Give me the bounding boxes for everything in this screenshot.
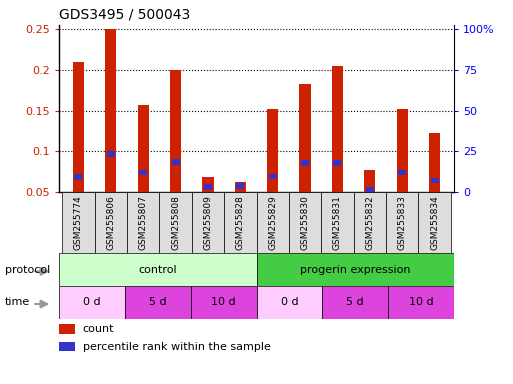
- Bar: [125, 286, 191, 319]
- Bar: [59, 342, 75, 351]
- Bar: [429, 133, 440, 192]
- Text: GDS3495 / 500043: GDS3495 / 500043: [59, 7, 190, 21]
- Text: GSM255808: GSM255808: [171, 195, 180, 250]
- Text: GSM255831: GSM255831: [333, 195, 342, 250]
- Bar: [107, 151, 115, 157]
- Text: 10 d: 10 d: [211, 297, 236, 308]
- FancyBboxPatch shape: [256, 192, 289, 253]
- Bar: [333, 160, 342, 166]
- FancyBboxPatch shape: [127, 192, 160, 253]
- Text: 10 d: 10 d: [409, 297, 433, 308]
- FancyBboxPatch shape: [94, 192, 127, 253]
- FancyBboxPatch shape: [224, 192, 256, 253]
- FancyBboxPatch shape: [321, 192, 353, 253]
- Bar: [388, 286, 454, 319]
- FancyBboxPatch shape: [192, 192, 224, 253]
- Text: percentile rank within the sample: percentile rank within the sample: [83, 341, 270, 352]
- Bar: [170, 70, 181, 192]
- Bar: [234, 182, 246, 192]
- FancyBboxPatch shape: [289, 192, 321, 253]
- Bar: [256, 253, 454, 286]
- Bar: [364, 170, 376, 192]
- Bar: [105, 29, 116, 192]
- Bar: [202, 177, 213, 192]
- Bar: [398, 170, 406, 175]
- Text: time: time: [5, 297, 30, 308]
- Text: progerin expression: progerin expression: [300, 265, 410, 275]
- Text: 0 d: 0 d: [83, 297, 101, 308]
- Bar: [73, 61, 84, 192]
- FancyBboxPatch shape: [62, 192, 94, 253]
- Text: GSM255832: GSM255832: [365, 195, 374, 250]
- Text: control: control: [139, 265, 177, 275]
- Text: GSM255806: GSM255806: [106, 195, 115, 250]
- FancyBboxPatch shape: [419, 192, 451, 253]
- Text: GSM255828: GSM255828: [236, 195, 245, 250]
- Bar: [59, 253, 256, 286]
- Text: GSM255829: GSM255829: [268, 195, 277, 250]
- Bar: [269, 174, 277, 179]
- Bar: [301, 160, 309, 166]
- Bar: [256, 286, 322, 319]
- Bar: [267, 109, 279, 192]
- Text: count: count: [83, 324, 114, 334]
- FancyBboxPatch shape: [386, 192, 419, 253]
- Bar: [59, 286, 125, 319]
- Bar: [74, 174, 83, 180]
- Bar: [137, 105, 149, 192]
- Text: GSM255833: GSM255833: [398, 195, 407, 250]
- Text: GSM255809: GSM255809: [204, 195, 212, 250]
- Bar: [300, 84, 311, 192]
- Bar: [171, 159, 180, 165]
- Bar: [204, 184, 212, 190]
- Bar: [332, 66, 343, 192]
- Text: GSM255830: GSM255830: [301, 195, 309, 250]
- FancyBboxPatch shape: [160, 192, 192, 253]
- Text: 5 d: 5 d: [149, 297, 167, 308]
- Text: 0 d: 0 d: [281, 297, 298, 308]
- Text: GSM255774: GSM255774: [74, 195, 83, 250]
- Text: 5 d: 5 d: [346, 297, 364, 308]
- Text: GSM255807: GSM255807: [139, 195, 148, 250]
- Bar: [191, 286, 256, 319]
- Text: protocol: protocol: [5, 265, 50, 275]
- Bar: [236, 184, 244, 189]
- Bar: [322, 286, 388, 319]
- Bar: [430, 178, 439, 184]
- Bar: [59, 324, 75, 334]
- Bar: [139, 170, 147, 175]
- Text: GSM255834: GSM255834: [430, 195, 439, 250]
- FancyBboxPatch shape: [353, 192, 386, 253]
- Bar: [366, 187, 374, 192]
- Bar: [397, 109, 408, 192]
